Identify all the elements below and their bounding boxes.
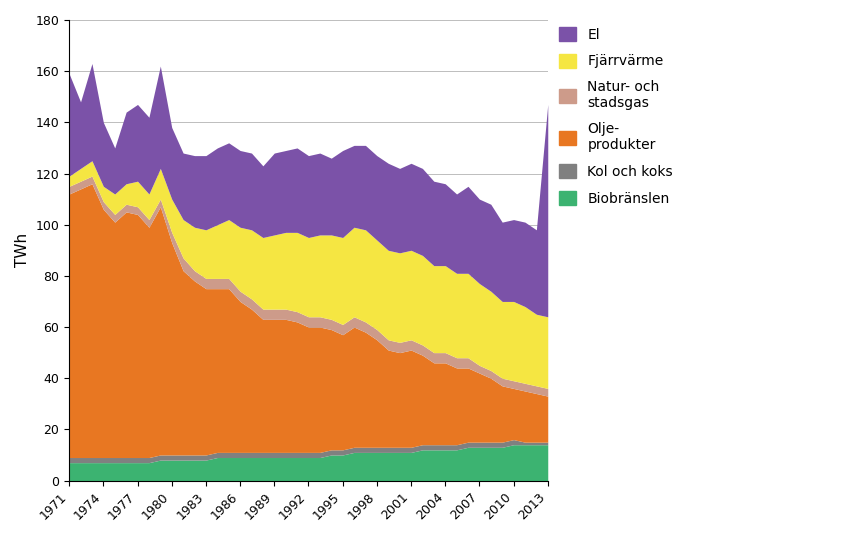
Y-axis label: TWh: TWh: [15, 233, 30, 267]
Legend: El, Fjärrvärme, Natur- och
stadsgas, Olje-
produkter, Kol och koks, Biobränslen: El, Fjärrvärme, Natur- och stadsgas, Olj…: [559, 27, 673, 206]
